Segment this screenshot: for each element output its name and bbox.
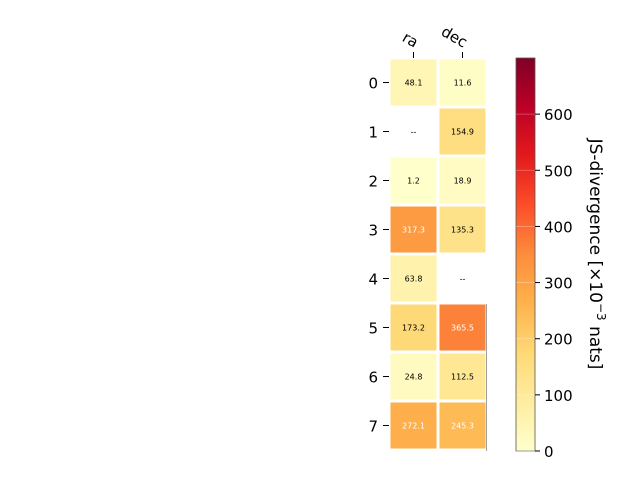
x-axis-ticks: ra dec [399, 22, 471, 58]
cell-value-label: 317.3 [402, 226, 425, 235]
y-tick-label: 5 [368, 320, 378, 338]
colorbar-tick-label: 400 [544, 218, 573, 236]
heatmap-cell [439, 59, 486, 106]
colorbar-label-main: JS-divergence [×10 [585, 138, 605, 303]
colorbar-ticks: 0 100 200 300 400 500 600 [516, 106, 573, 461]
x-tick-label: dec [438, 22, 470, 51]
cell-value-label: 48.1 [405, 79, 423, 88]
colorbar-tick-label: 500 [544, 162, 573, 180]
heatmap-cell [390, 402, 437, 449]
cell-value-label: 24.8 [405, 373, 423, 382]
cell-value-label: 18.9 [454, 177, 472, 186]
colorbar [515, 57, 536, 452]
heatmap-cell [439, 108, 486, 155]
cell-value-label: 173.2 [402, 324, 425, 333]
heatmap-cell [439, 402, 486, 449]
cell-value-label: 1.2 [407, 177, 420, 186]
heatmap-cell [439, 304, 486, 351]
heatmap-cell [390, 59, 437, 106]
cell-value-label: 112.5 [451, 373, 474, 382]
colorbar-label: JS-divergence [×10−3 nats] [585, 138, 608, 370]
y-tick-label: 3 [368, 222, 378, 240]
cell-value-label: 365.5 [451, 324, 474, 333]
colorbar-label-tail: nats] [585, 321, 605, 370]
y-tick-label: 6 [368, 369, 378, 387]
cell-value-label: -- [460, 275, 466, 284]
x-tick-label: ra [399, 28, 421, 51]
y-tick-label: 7 [368, 418, 378, 436]
cell-value-label: -- [411, 128, 417, 137]
cell-value-label: 135.3 [451, 226, 474, 235]
cell-value-label: 63.8 [405, 275, 423, 284]
heatmap-cells: 48.1 11.6 -- 154.9 1.2 18.9 317.3 135.3 63.8 -- 17… [390, 59, 487, 451]
colorbar-tick-label: 0 [544, 443, 554, 461]
heatmap-cell [390, 353, 437, 400]
y-tick-label: 0 [368, 75, 378, 93]
colorbar-label-exponent: −3 [594, 303, 608, 321]
cell-value-label: 245.3 [451, 422, 474, 431]
colorbar-tick-label: 300 [544, 275, 573, 293]
heatmap-cell [390, 157, 437, 204]
cell-value-label: 154.9 [451, 128, 474, 137]
y-tick-label: 1 [368, 124, 378, 142]
colorbar-tick-label: 200 [544, 331, 573, 349]
y-axis-ticks: 0 1 2 3 4 5 6 7 [368, 75, 389, 436]
heatmap-cell [439, 353, 486, 400]
cell-value-label: 11.6 [454, 79, 472, 88]
cell-value-label: 272.1 [402, 422, 425, 431]
colorbar-gradient [515, 57, 536, 452]
heatmap-cell [390, 206, 437, 253]
heatmap-cell [390, 304, 437, 351]
colorbar-tick-label: 100 [544, 387, 573, 405]
heatmap-cell [390, 255, 437, 302]
heatmap-cell [439, 157, 486, 204]
colorbar-tick-label: 600 [544, 106, 573, 124]
heatmap-cell [439, 206, 486, 253]
y-tick-label: 2 [368, 173, 378, 191]
y-tick-label: 4 [368, 271, 378, 289]
